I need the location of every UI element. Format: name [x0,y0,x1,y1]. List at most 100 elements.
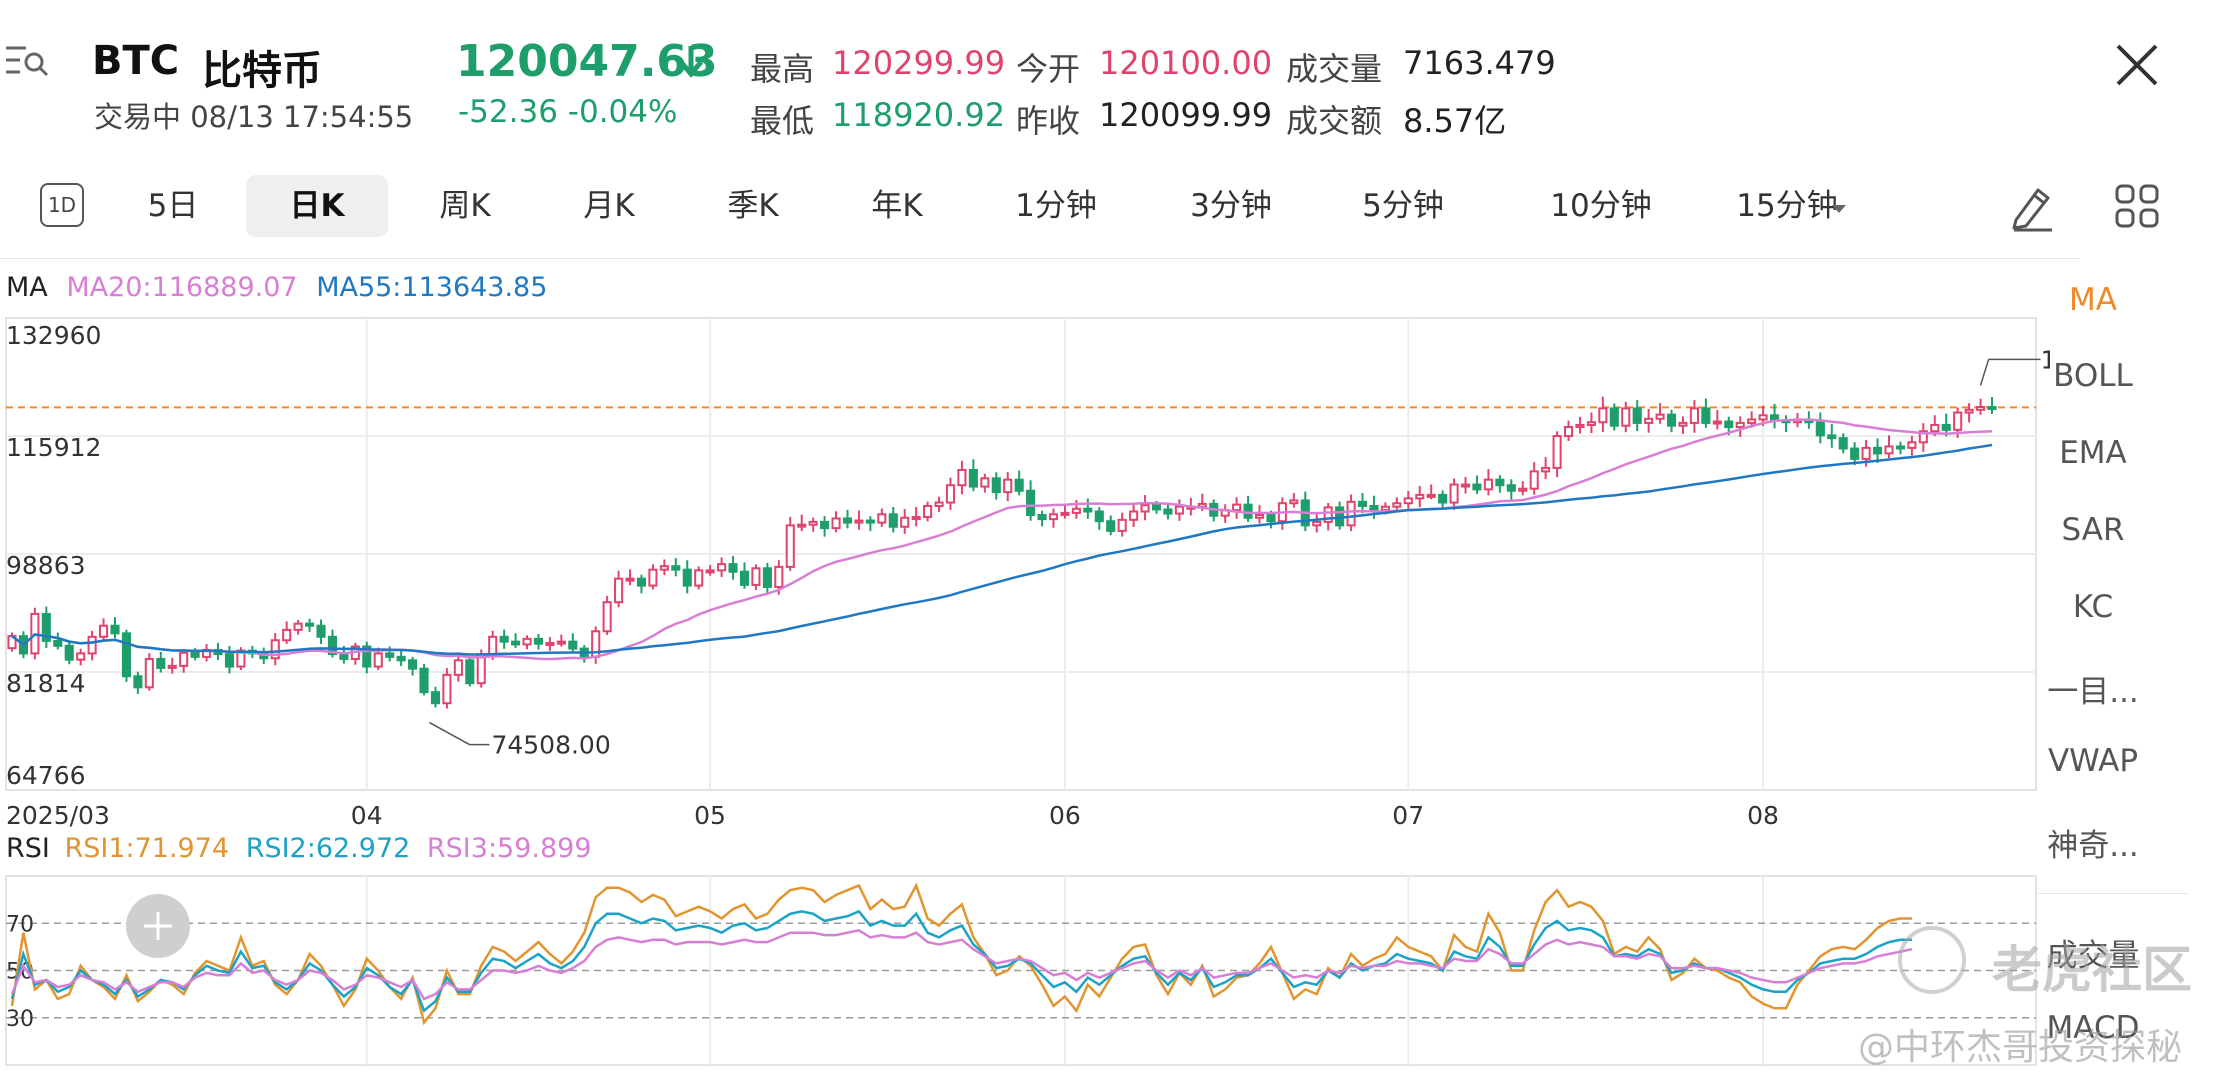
indicator-macd[interactable]: MACD [2046,1010,2140,1046]
low-value: 118920.92 [832,96,1006,134]
candle-body [1815,421,1825,437]
tab-10min[interactable]: 10分钟 [1550,188,1652,224]
candle-body [1701,407,1711,424]
x-axis-label: 06 [1049,801,1081,830]
candle-body [1060,511,1070,516]
grid-layout-icon[interactable] [2114,183,2160,229]
candle-body [1254,513,1265,519]
candle-body [705,569,715,574]
zoom-in-button[interactable] [126,894,190,958]
candle-body [1460,483,1471,488]
candle-body [339,653,349,660]
indicator-kc[interactable]: KC [2072,589,2114,625]
candle-body [430,691,441,705]
tab-monthly-k[interactable]: 月K [583,188,635,224]
candle-body [1495,478,1505,487]
prev-close-label: 昨收 [1016,102,1081,140]
candle-body [1850,447,1860,460]
open-value: 120100.00 [1099,44,1273,82]
candle-body [1655,413,1665,420]
indicator-ichimoku[interactable]: 一目... [2047,674,2139,710]
candle-body [1026,489,1036,516]
kline-chart[interactable]: 132960 115912 98863 81814 64766 2025/03 04 05 06… [0,280,2050,1080]
candle-body [1621,407,1631,427]
tiger-logo-icon [1898,926,1966,994]
tab-1min[interactable]: 1分钟 [1015,188,1097,224]
indicator-magic[interactable]: 神奇... [2047,828,2139,864]
candle-body [1129,510,1139,521]
candle-body [1403,497,1413,505]
candle-body [1094,510,1104,523]
candle-body [144,657,154,689]
y-axis-label: 64766 [6,761,86,790]
watermark-brand: 老虎社区 [1992,941,2192,999]
tab-15min[interactable]: 15分钟 [1736,188,1838,224]
indicator-ema[interactable]: EMA [2059,435,2127,471]
caret-down-icon[interactable] [1830,200,1848,213]
candle-body [1415,493,1425,500]
candle-body [1392,502,1402,508]
indicator-sar[interactable]: SAR [2061,512,2125,548]
candle-body [671,565,681,571]
candle-body [1163,508,1173,515]
candle-body [1174,505,1184,515]
x-axis-label: 04 [351,801,383,830]
candle-body [533,637,544,645]
candle-body [1895,445,1905,450]
tab-5min[interactable]: 5分钟 [1362,188,1444,224]
x-axis-label: 2025/03 [6,801,110,830]
close-icon[interactable] [2112,40,2162,90]
candle-body [728,563,738,573]
symbol-name: 比特币 [202,48,322,94]
rsi-level-label: 70 [6,912,34,937]
candle-body [465,659,475,685]
tab-3min[interactable]: 3分钟 [1190,188,1272,224]
candle-body [488,635,498,656]
candle-body [762,567,772,588]
candle-body [133,675,143,689]
candle-body [1266,513,1276,523]
tab-weekly-k[interactable]: 周K [439,188,491,224]
tab-yearly-k[interactable]: 年K [871,188,923,224]
menu-search-icon[interactable] [4,40,50,80]
ma20-line [11,418,1993,661]
arrow-down-icon [678,44,704,78]
candle-body [1941,424,1951,431]
candle-body [396,655,406,662]
tab-5day[interactable]: 5日 [147,188,199,224]
candle-body [797,523,807,528]
candle-body [785,524,795,568]
indicator-boll[interactable]: BOLL [2053,358,2133,394]
rsi3-value: RSI3:59.899 [426,833,592,864]
candle-body [717,563,727,572]
candle-body [659,565,669,571]
candle-body [270,639,280,660]
tab-1d-icon[interactable]: 1D [40,183,84,227]
candle-body [1483,478,1493,491]
indicator-ma[interactable]: MA [2069,282,2117,318]
candle-body [385,652,395,658]
candle-body [1953,411,1963,431]
tab-quarterly-k[interactable]: 季K [727,188,779,224]
indicator-vwap[interactable]: VWAP [2047,743,2139,779]
candle-body [442,673,452,705]
candle-body [1918,430,1928,444]
rsi-level-label: 30 [6,1007,34,1032]
tab-daily-k[interactable]: 日K [246,175,388,237]
candle-body [888,513,898,528]
candle-body [1678,421,1688,427]
candle-body [1666,413,1677,427]
candle-body [522,637,532,646]
candle-body [64,644,74,661]
ma55-line [11,443,1993,656]
y-axis-label: 81814 [6,669,86,698]
candle-body [751,567,761,586]
indicator-volume[interactable]: 成交量 [2046,938,2140,974]
candle-body [1151,504,1162,511]
pencil-draw-icon[interactable] [2008,182,2056,232]
ma55-value: MA55:113643.85 [316,272,548,303]
candle-body [1323,506,1333,523]
candle-body [1644,417,1654,424]
candle-body [1747,418,1757,424]
candle-body [739,570,750,586]
